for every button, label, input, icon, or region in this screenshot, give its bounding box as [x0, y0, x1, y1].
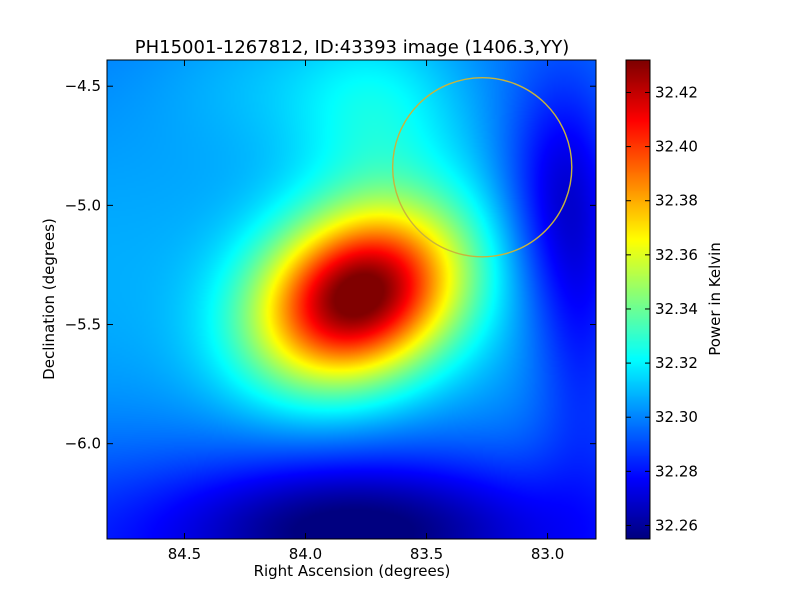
colorbar-tick-label: 32.34 [655, 300, 698, 318]
x-tick-label: 83.5 [410, 545, 443, 563]
x-axis: 84.5 84.0 83.5 83.0 [168, 60, 564, 563]
colorbar-gradient [626, 60, 650, 539]
region-circle [391, 76, 573, 258]
colorbar-frame [625, 59, 651, 540]
colorbar-tick-label: 32.38 [655, 192, 698, 210]
x-axis-label: Right Ascension (degrees) [254, 562, 451, 580]
colorbar-tick-label: 32.28 [655, 462, 698, 480]
y-tick-label: −4.5 [65, 77, 101, 95]
chart-title: PH15001-1267812, ID:43393 image (1406.3,… [135, 37, 570, 58]
colorbar-tick-label: 32.40 [655, 138, 698, 156]
colorbar-tick-label: 32.26 [655, 516, 698, 534]
plot-frame [106, 59, 597, 540]
y-tick-label: −5.0 [65, 196, 101, 214]
heatmap-image [107, 60, 596, 539]
heatmap-plot-area [106, 59, 597, 540]
colorbar-tick-label: 32.36 [655, 246, 698, 264]
colorbar-tick-label: 32.42 [655, 83, 698, 101]
y-tick-label: −5.5 [65, 316, 101, 334]
colorbar-ticks: 32.26 32.28 32.30 32.32 32.34 32.36 32.38 32.40… [626, 83, 698, 534]
colorbar: 32.26 32.28 32.30 32.32 32.34 32.36 32.38 32.40… [625, 59, 698, 540]
x-tick-label: 84.0 [289, 545, 322, 563]
y-axis: −4.5 −5.0 −5.5 −6.0 [65, 77, 596, 453]
y-tick-label: −6.0 [65, 435, 101, 453]
y-axis-label: Declination (degrees) [40, 218, 58, 380]
x-tick-label: 84.5 [168, 545, 201, 563]
colorbar-tick-label: 32.32 [655, 354, 698, 372]
colorbar-label: Power in Kelvin [706, 242, 724, 356]
colorbar-tick-label: 32.30 [655, 408, 698, 426]
x-tick-label: 83.0 [531, 545, 564, 563]
